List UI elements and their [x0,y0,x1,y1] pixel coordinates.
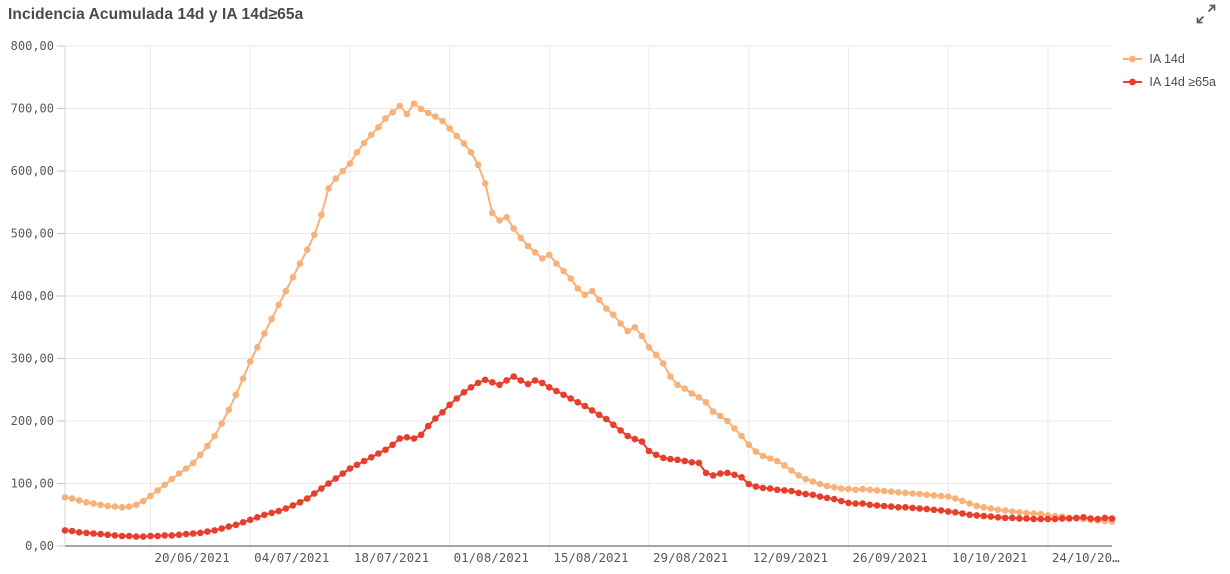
x-axis-tick-label: 18/07/2021 [354,550,429,565]
legend-item-ia14d[interactable]: IA 14d [1123,50,1216,67]
series-ia-14d [61,100,1116,525]
y-axis-tick-label: 600,00 [11,164,54,178]
x-axis-tick-label: 24/10/20… [1052,550,1120,565]
legend-label: IA 14d ≥65a [1149,74,1216,89]
x-axis-tick-label: 15/08/2021 [553,550,628,565]
chart-legend: IA 14d IA 14d ≥65a [1123,50,1216,90]
expand-fullscreen-button[interactable] [1194,2,1218,26]
x-axis-tick-label: 04/07/2021 [254,550,329,565]
x-axis-tick-label: 26/09/2021 [852,550,927,565]
y-axis-tick-label: 700,00 [11,102,54,116]
y-axis-tick-label: 0,00 [25,539,54,553]
x-axis-tick-label: 10/10/2021 [952,550,1027,565]
expand-icon [1196,4,1216,24]
page-title: Incidencia Acumulada 14d y IA 14d≥65a [8,6,304,23]
x-axis-tick-label: 12/09/2021 [753,550,828,565]
legend-label: IA 14d [1149,51,1185,66]
x-axis-tick-label: 29/08/2021 [653,550,728,565]
x-axis-tick-label: 01/08/2021 [454,550,529,565]
y-axis-tick-label: 100,00 [11,477,54,491]
series-ia-14d-65a [61,373,1116,540]
y-axis-tick-label: 500,00 [11,227,54,241]
y-axis-tick-label: 200,00 [11,414,54,428]
line-dot-marker-icon [1123,78,1143,85]
y-axis-tick-label: 400,00 [11,289,54,303]
x-axis-tick-label: 20/06/2021 [154,550,229,565]
y-axis-tick-label: 800,00 [11,39,54,53]
line-dot-marker-icon [1123,55,1143,62]
legend-item-ia14d-65a[interactable]: IA 14d ≥65a [1123,73,1216,90]
y-axis-tick-label: 300,00 [11,352,54,366]
